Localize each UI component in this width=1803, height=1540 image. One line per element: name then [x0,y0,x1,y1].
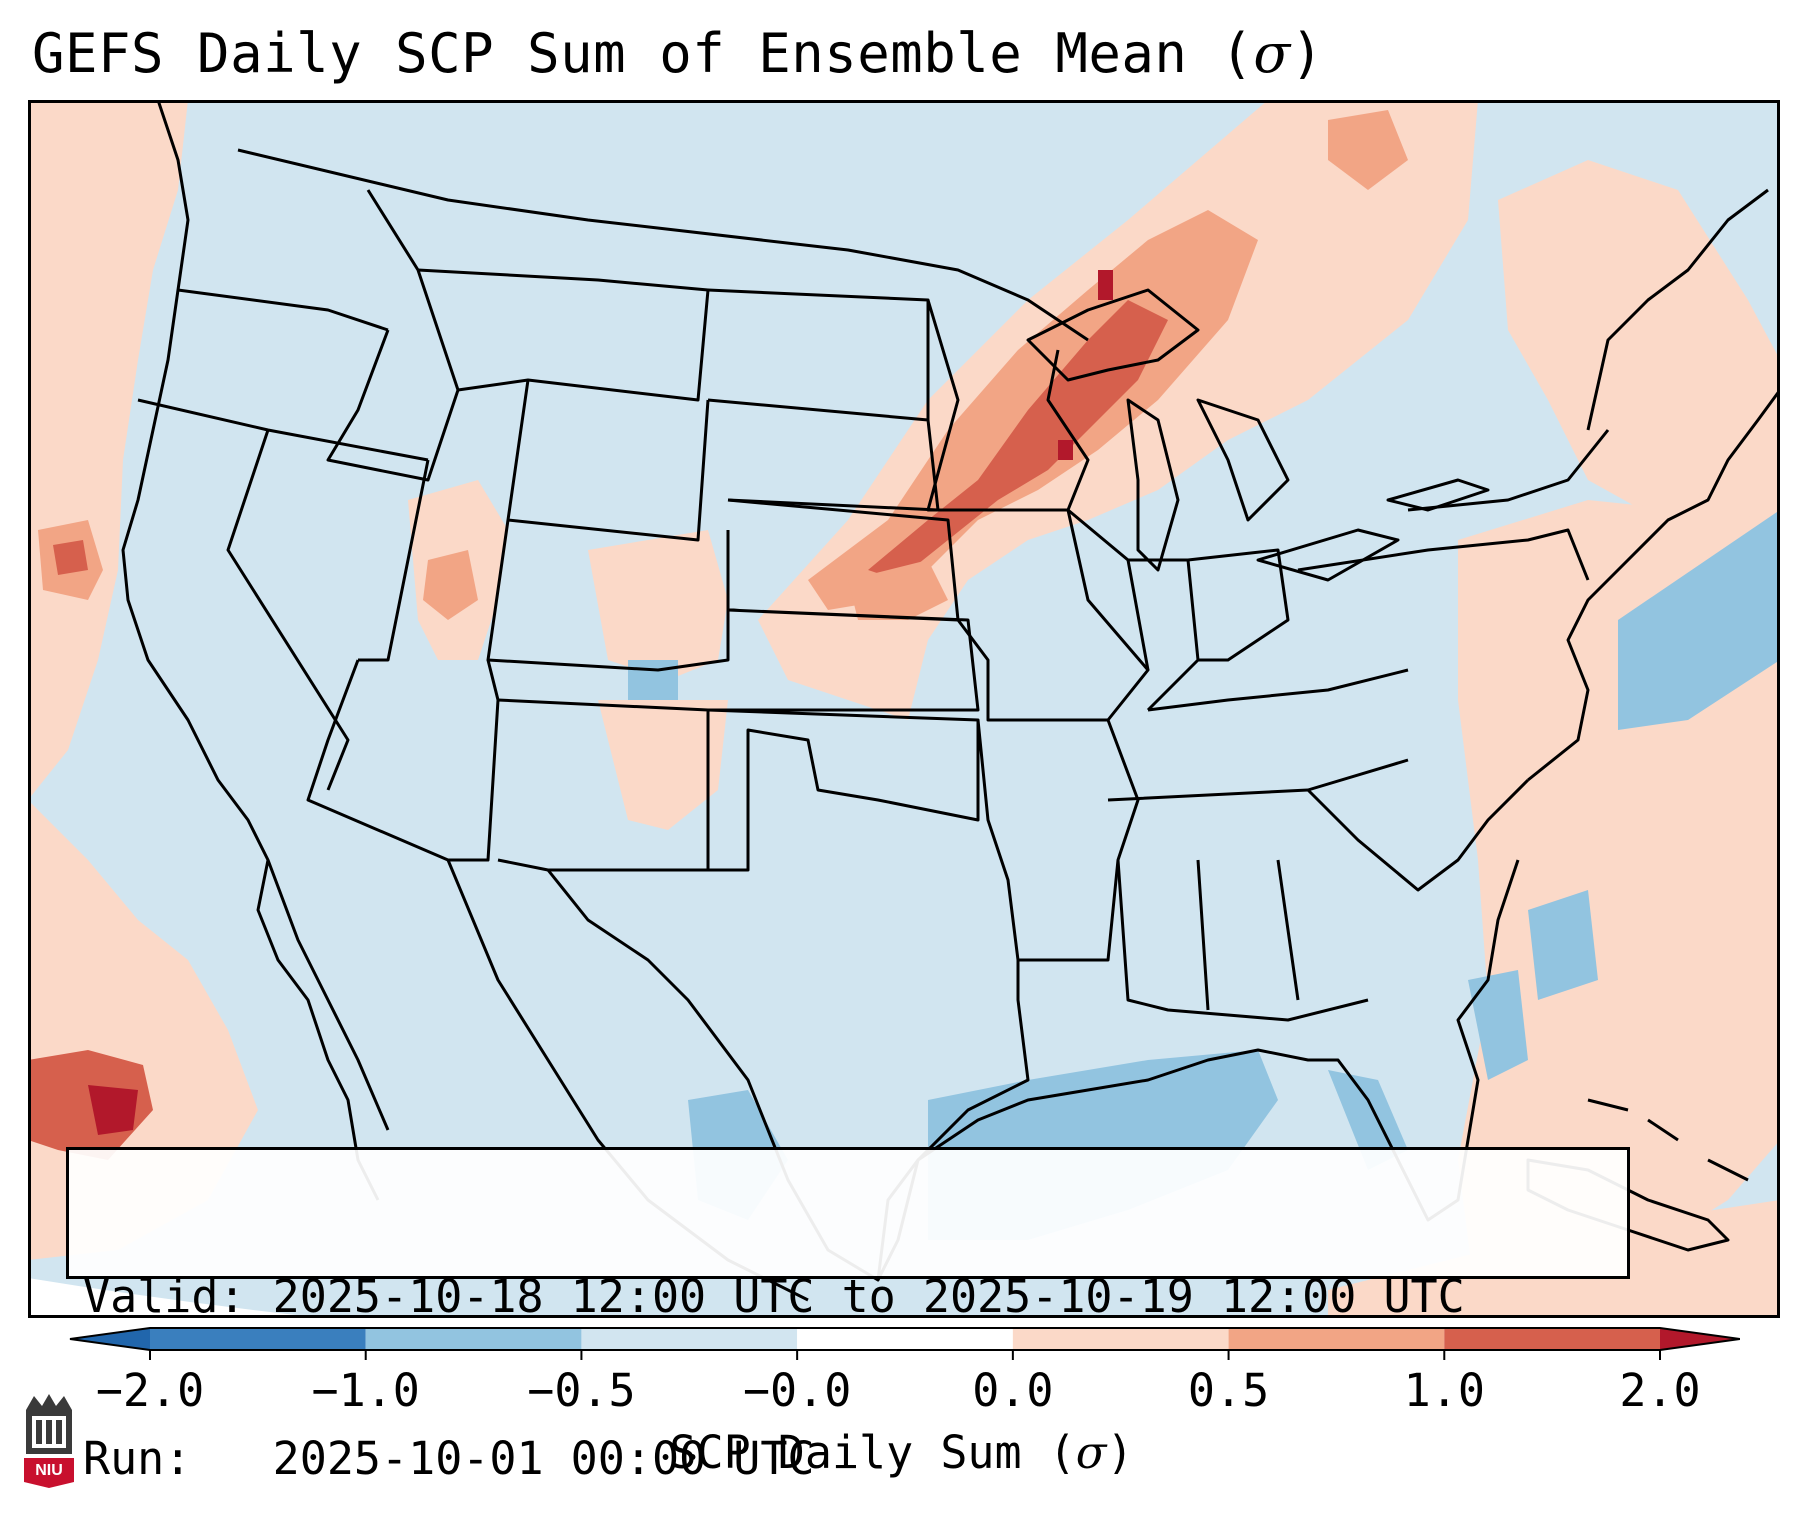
region-quebec-positive [1498,160,1780,530]
region-wisconsin-extreme [1098,270,1113,300]
lake-superior [1026,288,1200,382]
state-montana [417,268,710,402]
state-nv-ut [358,459,430,662]
map-panel [28,100,1780,1318]
boundaries [121,100,1780,1302]
state-wyoming [506,379,710,542]
colorbar-segment [1012,1328,1229,1350]
colorbar-segment [365,1328,582,1350]
colorbar-segment [581,1328,798,1350]
colorbar-tick-label: −1.0 [311,1364,420,1417]
lake-michigan [1126,398,1180,572]
colorbar-label: SCP Daily Sum (σ) [669,1426,1134,1479]
region-california-strong [53,540,88,575]
region-rockies-moderate [423,550,478,620]
run-label: Run: [83,1432,192,1485]
run-row: Run: 2025-10-01 00:00 UTC [83,1432,1613,1486]
valid-time-box: Valid: 2025-10-18 12:00 UTC to 2025-10-1… [66,1147,1630,1485]
region-colorado-positive [588,530,728,680]
coastline-east [1527,389,1780,782]
state-il-in [1067,508,1200,712]
region-colorado-negative [628,660,678,700]
state-al-ga [1196,859,1300,1011]
coastline-gulf [876,859,1520,1281]
logo-text: NIU [35,1462,63,1479]
logo-shield-red [24,1458,74,1488]
colorbar [69,1327,1740,1360]
valid-row: Valid: 2025-10-18 12:00 UTC to 2025-10-1… [83,1270,1613,1324]
colorbar-tick-label: −0.5 [527,1364,636,1417]
state-ne-ks [708,498,980,712]
state-carolinas [1306,778,1530,892]
colorbar-segment [150,1328,366,1350]
mexico-baja [266,859,390,1131]
colorbar-segment [1444,1328,1660,1350]
state-dakotas [707,288,940,512]
niu-logo [24,1394,74,1488]
state-wa-or [177,288,389,332]
bahamas [1587,1098,1749,1182]
colorbar-segment [1228,1328,1445,1350]
valid-value: 2025-10-18 12:00 UTC to 2025-10-19 12:00… [272,1270,1465,1323]
border-canada [237,148,1089,342]
state-ca-nv [226,429,350,791]
state-ut-co [486,519,730,672]
valid-label: Valid: [83,1270,246,1323]
colorbar-segment [797,1328,1013,1350]
map-frame [28,100,1780,1318]
region-iowa-extreme [1058,440,1073,460]
run-value: 2025-10-01 00:00 UTC [272,1432,815,1485]
lake-huron [1196,398,1290,522]
colorbar-under-arrow [70,1328,150,1350]
state-new-england [1586,188,1769,431]
coastline-west [121,100,380,1201]
state-pa-ny [1297,429,1610,581]
state-ohio-ky [1147,548,1409,712]
region-kansas-moderate [848,560,948,620]
colorbar-tick-label: 1.0 [1403,1364,1485,1417]
region-pacific-positive [28,100,188,800]
colorbar-tick-label: 2.0 [1619,1364,1701,1417]
colorbar-tick-label: −2.0 [95,1364,205,1417]
state-ok-tx [707,708,980,872]
colorbar-tick-label: 0.5 [1187,1364,1270,1417]
lake-ontario [1386,478,1490,512]
colorbar-over-arrow [1660,1328,1740,1350]
chart-title: GEFS Daily SCP Sum of Ensemble Mean (σ) [32,22,1324,85]
region-florida-negative [1328,1070,1408,1170]
region-baja-extreme [88,1085,138,1135]
region-baja-strong [28,1050,153,1160]
region-atlantic-negative [1618,510,1780,730]
region-atlantic-negative-2 [1528,890,1598,1000]
colorbar-tick-label: −0.0 [742,1364,852,1417]
region-newmexico-positive [598,700,728,830]
region-atlantic-negative-3 [1468,970,1528,1080]
colorbar-tick-label: 0.0 [972,1364,1054,1417]
state-ar-la [976,719,1140,962]
lake-erie [1256,528,1400,582]
region-quebec-moderate [1328,110,1408,190]
